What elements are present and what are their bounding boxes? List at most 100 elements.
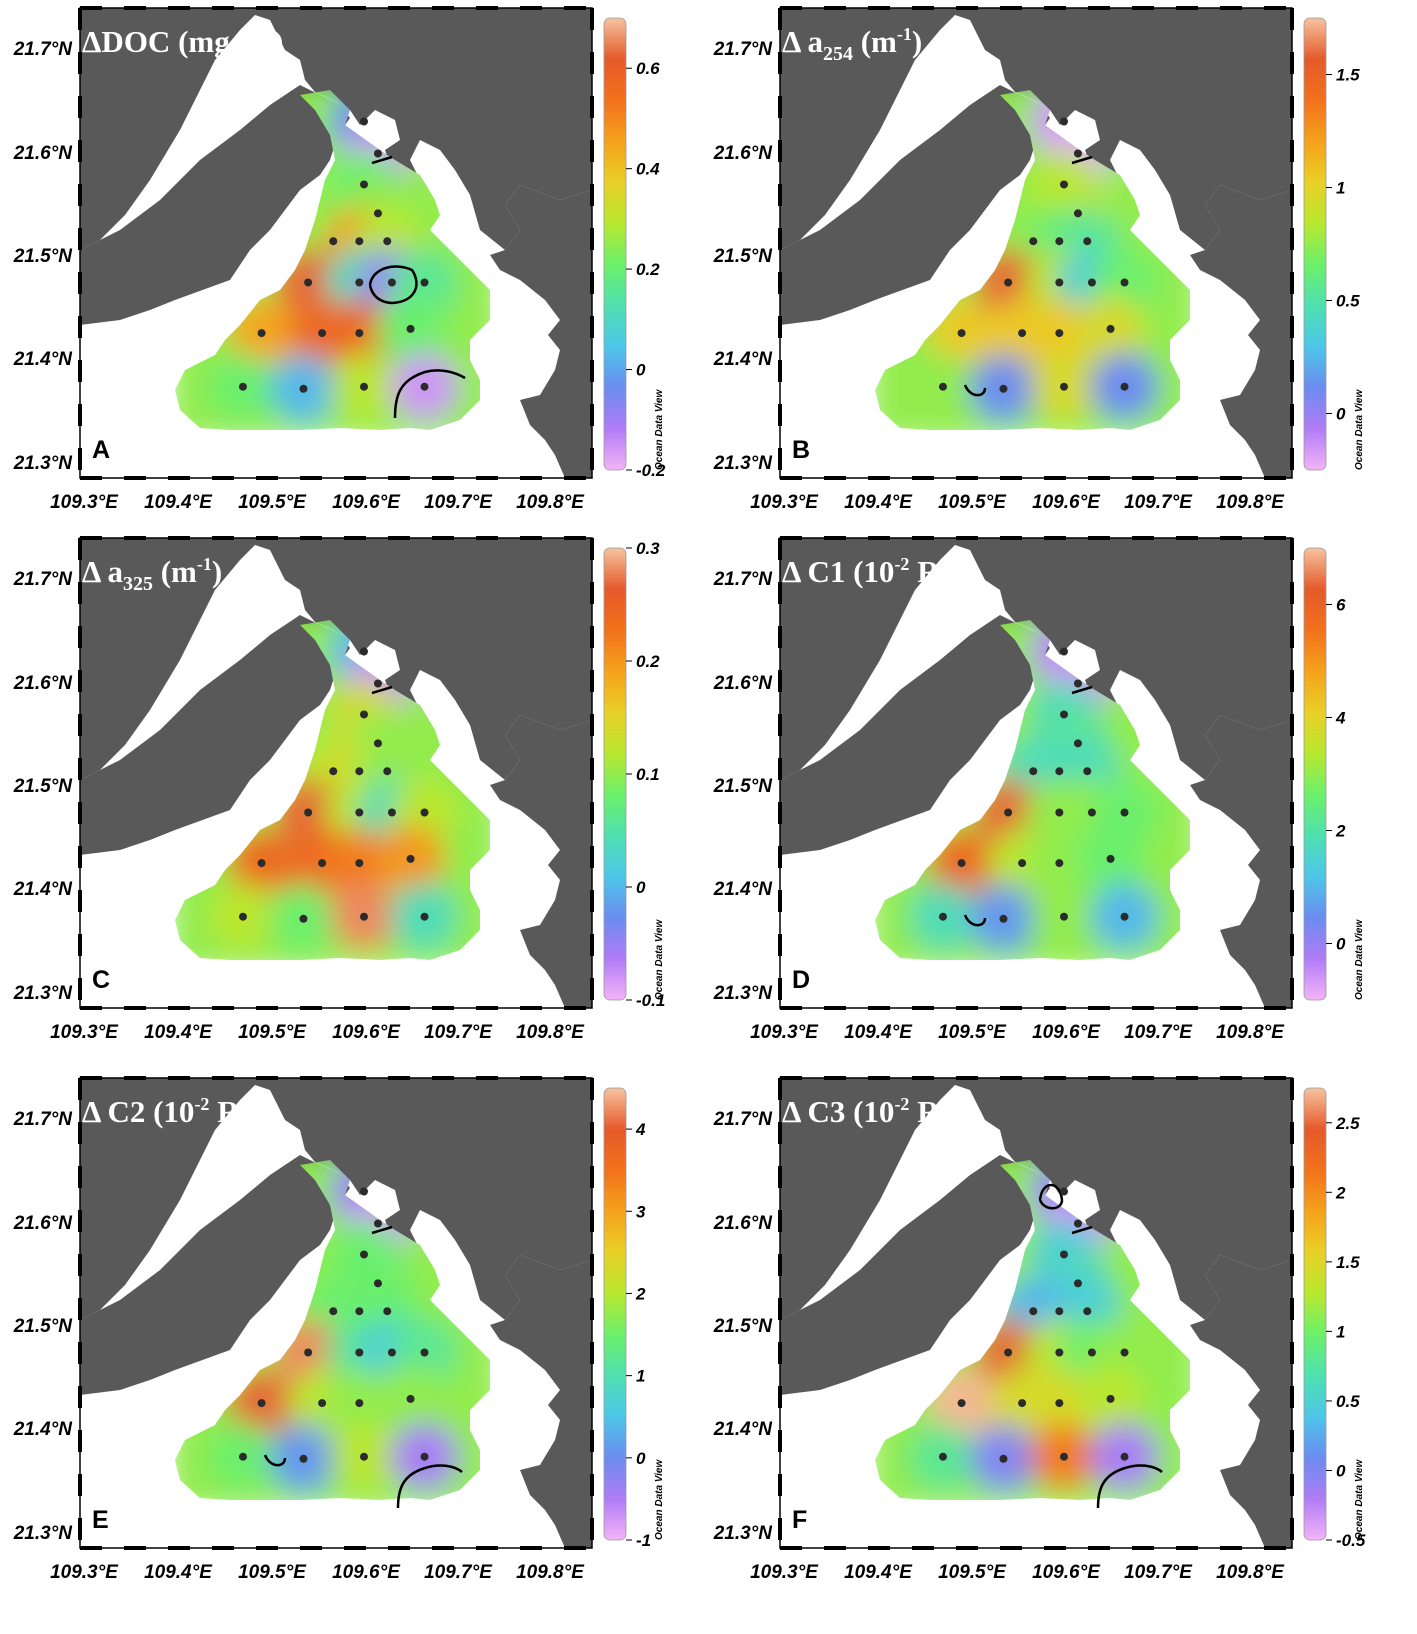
x-tick-label: 109.4°E [144, 492, 213, 513]
station-marker [1055, 1399, 1064, 1408]
colorbar-tick-label: 1 [1336, 1322, 1345, 1341]
x-tick-label: 109.5°E [238, 1022, 307, 1043]
station-marker [957, 1399, 966, 1408]
station-marker [999, 1454, 1008, 1463]
station-marker [355, 1399, 364, 1408]
y-tick-label: 21.6°N [713, 1213, 774, 1234]
station-marker [1059, 180, 1068, 189]
colorbar-gradient [603, 1087, 627, 1541]
x-tick-label: 109.3°E [750, 492, 819, 513]
map-panel-b: 21.3°N 21.4°N 21.5°N 21.6°N 21.7°N 109.3°E 109… [700, 0, 1400, 530]
x-tick-label: 109.4°E [844, 492, 913, 513]
y-tick-label: 21.7°N [13, 569, 74, 590]
station-marker [1083, 237, 1092, 246]
y-tick-label: 21.3°N [13, 983, 74, 1004]
station-marker [420, 382, 429, 391]
station-marker [329, 237, 338, 246]
map-panel-c: 21.3°N 21.4°N 21.5°N 21.6°N 21.7°N 109.3°E 109… [0, 530, 700, 1060]
x-tick-label: 109.7°E [424, 1022, 493, 1043]
station-marker [1018, 1399, 1027, 1408]
colorbar-tick-label: 2 [1335, 1183, 1346, 1202]
station-marker [1004, 278, 1013, 287]
contour-line [1071, 1225, 1093, 1235]
colorbar-tick-label: 0 [636, 1449, 646, 1468]
y-tick-label: 21.6°N [13, 673, 74, 694]
map-plot [778, 536, 1294, 1010]
land-shape [520, 100, 592, 195]
colorbar-tick-label: 0 [636, 878, 646, 897]
contour-layer [963, 155, 1093, 397]
contour-layer [368, 155, 466, 419]
contour-line [371, 155, 393, 165]
y-tick-label: 21.6°N [13, 1213, 74, 1234]
contour-line [371, 685, 393, 695]
x-tick-label: 109.5°E [238, 1562, 307, 1583]
panel-title: Δ C1 (10-2 RU) [782, 554, 972, 589]
land-shape [1190, 1255, 1292, 1548]
station-marker [1055, 329, 1064, 338]
station-marker [1055, 859, 1064, 868]
colorbar-gradient [1303, 1087, 1327, 1541]
map-panel-f: 21.3°N 21.4°N 21.5°N 21.6°N 21.7°N 109.3°E 109… [700, 1070, 1400, 1630]
station-marker [329, 1307, 338, 1316]
x-tick-label: 109.4°E [844, 1022, 913, 1043]
panel-letter: F [792, 1506, 807, 1534]
contour-line [1071, 685, 1093, 695]
y-tick-label: 21.3°N [13, 1523, 74, 1544]
land-shape [80, 538, 592, 780]
station-marker [355, 329, 364, 338]
y-tick-label: 21.7°N [713, 1109, 774, 1130]
station-marker [299, 1454, 308, 1463]
station-marker [373, 739, 382, 748]
colorbar-tick-label: 4 [635, 1120, 646, 1139]
station-marker [1059, 1452, 1068, 1461]
y-tick-label: 21.5°N [713, 246, 774, 267]
y-tick-label: 21.4°N [13, 879, 74, 900]
colorbar-tick-label: 2 [635, 1284, 646, 1303]
land-shape [80, 615, 350, 855]
land-shape [490, 1255, 592, 1548]
map-plot [778, 6, 1294, 480]
colorbar-tick-label: 0.2 [636, 652, 660, 671]
contour-line [1038, 1183, 1064, 1210]
land-shape [780, 85, 1050, 325]
odv-watermark: Ocean Data View [1354, 1459, 1365, 1540]
station-marker [355, 859, 364, 868]
map-plot [778, 1076, 1294, 1550]
station-marker [359, 1452, 368, 1461]
station-marker [1059, 117, 1068, 126]
station-marker [359, 912, 368, 921]
contour-line [396, 1464, 463, 1509]
station-marker [355, 237, 364, 246]
station-marker [1029, 237, 1038, 246]
contour-line [393, 369, 466, 419]
station-marker [359, 647, 368, 656]
land-shape [80, 1155, 350, 1395]
station-marker [1073, 209, 1082, 218]
station-marker [1073, 679, 1082, 688]
colorbar-tick-label: 4 [1335, 709, 1346, 728]
land-shape [80, 8, 592, 250]
land-shape [780, 8, 1292, 250]
station-marker [1055, 1348, 1064, 1357]
y-tick-label: 21.6°N [713, 143, 774, 164]
panel-letter: C [92, 966, 110, 994]
station-marker [355, 1307, 364, 1316]
odv-watermark: Ocean Data View [1354, 389, 1365, 470]
station-marker [1106, 1394, 1115, 1403]
colorbar-tick-label: 0.4 [636, 160, 660, 179]
colorbar-tick-label: 0.6 [636, 59, 660, 78]
contour-layer [263, 1225, 463, 1509]
station-marker [1120, 382, 1129, 391]
x-tick-label: 109.5°E [238, 492, 307, 513]
station-marker [938, 1452, 947, 1461]
station-marker [355, 808, 364, 817]
map-panel-e: 21.3°N 21.4°N 21.5°N 21.6°N 21.7°N 109.3°E 109… [0, 1070, 700, 1630]
contour-line [1071, 155, 1093, 165]
station-marker [355, 767, 364, 776]
colorbar-tick-label: 0.3 [636, 539, 660, 558]
y-tick-label: 21.4°N [713, 349, 774, 370]
